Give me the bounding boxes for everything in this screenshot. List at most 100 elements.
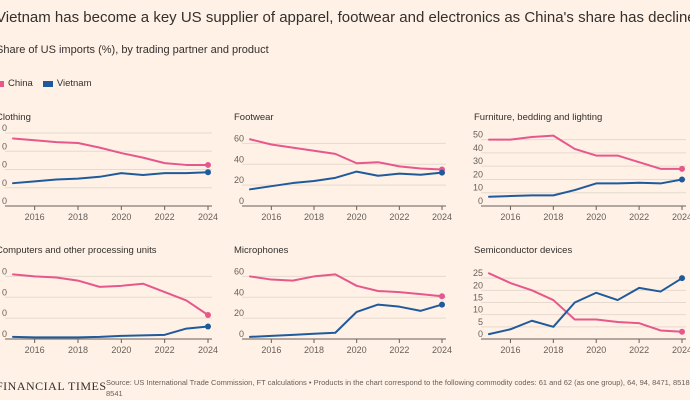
- series-endpoint-vietnam: [205, 169, 211, 176]
- x-tick-label: 2020: [111, 212, 131, 222]
- y-tick-label: 60: [234, 266, 244, 276]
- x-tick-label: 2016: [25, 345, 45, 355]
- y-tick-label: 20: [234, 175, 244, 185]
- legend-label-vietnam: Vietnam: [56, 78, 92, 89]
- x-tick-label: 2020: [586, 212, 606, 222]
- y-tick-label: 0: [2, 160, 7, 170]
- x-tick-label: 2024: [672, 212, 690, 222]
- y-tick-label: 0: [2, 141, 7, 151]
- panel-2: 0 10 20 30 40 50 2016 2018 2020 2022 2024: [473, 130, 690, 222]
- chart-subtitle: Share of US imports (%), by trading part…: [0, 44, 269, 56]
- x-tick-label: 2024: [198, 212, 218, 222]
- series-line-china: [488, 272, 683, 333]
- legend: China Vietnam: [0, 78, 92, 89]
- y-tick-label: 25: [473, 268, 483, 278]
- panel-5: 0 5 10 15 20 25 2016 2018 2020 2022 2024: [473, 268, 690, 355]
- x-tick-label: 2022: [389, 345, 409, 355]
- ft-logo: FINANCIAL TIMES: [0, 379, 107, 393]
- series-endpoint-china: [679, 328, 685, 335]
- y-tick-label: 0: [478, 196, 483, 206]
- panel-title-clothing: Clothing: [0, 112, 31, 123]
- y-tick-label: 40: [234, 154, 244, 164]
- series-line-china: [12, 137, 209, 166]
- x-tick-label: 2016: [261, 345, 281, 355]
- x-tick-label: 2024: [672, 345, 690, 355]
- y-tick-label: 0: [2, 308, 7, 318]
- series-endpoint-china: [679, 165, 685, 172]
- panel-title-footwear: Footwear: [234, 112, 274, 123]
- x-tick-label: 2018: [304, 345, 324, 355]
- y-tick-label: 5: [478, 317, 483, 327]
- series-endpoint-vietnam: [439, 301, 445, 308]
- x-tick-label: 2022: [629, 345, 649, 355]
- x-tick-label: 2024: [198, 345, 218, 355]
- series-line-china: [12, 273, 209, 317]
- legend-swatch-vietnam: [42, 80, 53, 87]
- y-tick-label: 60: [234, 133, 244, 143]
- source-note: Source: US International Trade Commissio…: [106, 378, 690, 398]
- series-endpoint-vietnam: [205, 323, 211, 330]
- y-tick-label: 0: [239, 196, 244, 206]
- panel-title-microphones: Microphones: [234, 245, 289, 256]
- legend-item-china: China: [0, 78, 33, 89]
- panel-0: 0 0 0 0 0 2016 2018 2020 2022 2024: [2, 123, 218, 222]
- x-tick-label: 2016: [261, 212, 281, 222]
- y-tick-label: 0: [2, 287, 7, 297]
- series-line-vietnam: [488, 178, 683, 198]
- chart-title: Vietnam has become a key US supplier of …: [0, 9, 690, 26]
- series-line-china: [249, 273, 443, 298]
- series-line-vietnam: [488, 277, 683, 336]
- series-endpoint-china: [439, 293, 445, 300]
- y-tick-label: 10: [473, 183, 483, 193]
- x-tick-label: 2022: [629, 212, 649, 222]
- series-line-china: [488, 134, 683, 170]
- x-tick-label: 2016: [500, 345, 520, 355]
- y-tick-label: 20: [473, 169, 483, 179]
- series-line-vietnam: [249, 303, 443, 338]
- y-tick-label: 0: [2, 196, 7, 206]
- series-endpoint-china: [205, 312, 211, 319]
- panel-title-semiconductors: Semiconductor devices: [474, 245, 573, 256]
- x-tick-label: 2018: [68, 212, 88, 222]
- series-endpoint-vietnam: [679, 176, 685, 183]
- y-tick-label: 20: [234, 308, 244, 318]
- y-tick-label: 0: [478, 329, 483, 339]
- x-tick-label: 2024: [432, 345, 452, 355]
- x-tick-label: 2020: [586, 345, 606, 355]
- x-tick-label: 2018: [304, 212, 324, 222]
- series-line-vietnam: [12, 171, 209, 185]
- x-tick-label: 2016: [500, 212, 520, 222]
- panel-title-computers: Computers and other processing units: [0, 245, 157, 256]
- series-line-china: [249, 138, 443, 171]
- series-endpoint-vietnam: [439, 169, 445, 176]
- panel-title-furniture: Furniture, bedding and lighting: [474, 112, 603, 123]
- y-tick-label: 0: [2, 123, 7, 133]
- series-endpoint-china: [205, 161, 211, 168]
- x-tick-label: 2022: [155, 345, 175, 355]
- x-tick-label: 2020: [347, 212, 367, 222]
- panel-3: 0 0 0 0 2016 2018 2020 2022 2024: [2, 266, 218, 355]
- x-tick-label: 2020: [111, 345, 131, 355]
- x-tick-label: 2022: [155, 212, 175, 222]
- x-tick-label: 2018: [543, 212, 563, 222]
- x-tick-label: 2018: [68, 345, 88, 355]
- x-tick-label: 2016: [25, 212, 45, 222]
- y-tick-label: 40: [473, 143, 483, 153]
- y-tick-label: 10: [473, 305, 483, 315]
- legend-item-vietnam: Vietnam: [42, 78, 92, 89]
- y-tick-label: 0: [2, 178, 7, 188]
- y-tick-label: 15: [473, 293, 483, 303]
- y-tick-label: 0: [2, 266, 7, 276]
- legend-label-china: China: [8, 78, 33, 89]
- series-line-vietnam: [12, 325, 209, 339]
- y-tick-label: 40: [234, 287, 244, 297]
- legend-swatch-china: [0, 80, 4, 87]
- y-tick-label: 0: [239, 329, 244, 339]
- x-tick-label: 2024: [432, 212, 452, 222]
- panel-1: 0 20 40 60 2016 2018 2020 2022 2024: [234, 133, 452, 222]
- x-tick-label: 2018: [543, 345, 563, 355]
- y-tick-label: 50: [473, 130, 483, 140]
- y-tick-label: 20: [473, 280, 483, 290]
- x-tick-label: 2020: [347, 345, 367, 355]
